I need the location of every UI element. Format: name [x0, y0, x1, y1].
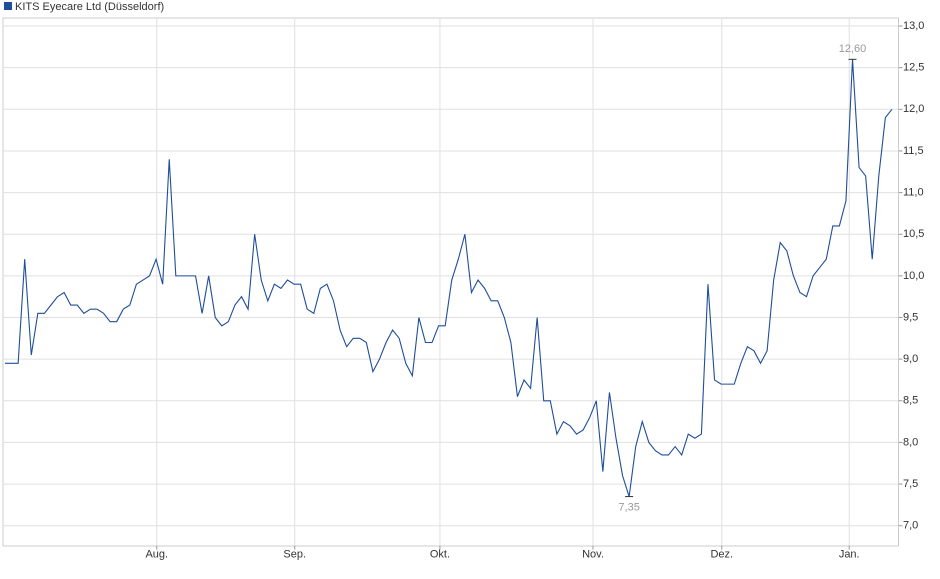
y-tick-label: 10,5 — [903, 228, 924, 240]
legend-swatch — [4, 2, 12, 10]
y-tick-label: 8,0 — [903, 436, 918, 448]
y-tick-label: 9,5 — [903, 311, 918, 323]
x-tick-label: Dez. — [710, 549, 733, 561]
y-tick-label: 10,0 — [903, 270, 924, 282]
x-tick-label: Nov. — [582, 549, 604, 561]
y-tick-label: 13,0 — [903, 20, 924, 32]
extreme-label: 7,35 — [618, 501, 639, 513]
price-line — [5, 59, 893, 497]
y-tick-label: 11,0 — [903, 186, 924, 198]
y-tick-label: 8,5 — [903, 395, 918, 407]
y-tick-label: 7,0 — [903, 520, 918, 532]
x-tick-label: Jan. — [839, 549, 860, 561]
legend-label: KITS Eyecare Ltd (Düsseldorf) — [15, 1, 164, 13]
extreme-label: 12,60 — [839, 43, 867, 55]
x-tick-label: Aug. — [145, 549, 168, 561]
y-tick-label: 12,0 — [903, 103, 924, 115]
y-tick-label: 7,5 — [903, 478, 918, 490]
y-tick-label: 11,5 — [903, 145, 924, 157]
plot-frame — [2, 17, 899, 547]
x-tick-label: Sep. — [283, 549, 306, 561]
y-tick-label: 9,0 — [903, 353, 918, 365]
x-tick-label: Okt. — [430, 549, 450, 561]
y-tick-label: 12,5 — [903, 62, 924, 74]
